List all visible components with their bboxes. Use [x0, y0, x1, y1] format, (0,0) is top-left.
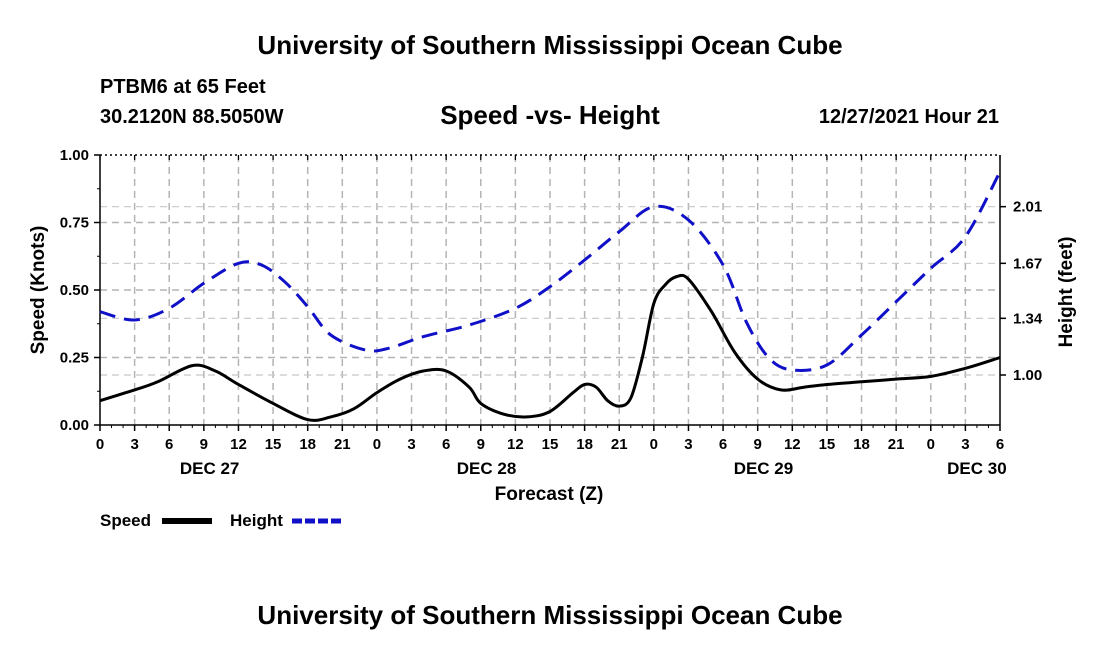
forecast-datetime: 12/27/2021 Hour 21	[818, 106, 999, 128]
y-axis-title: Speed (Knots)	[28, 226, 49, 355]
day-label: DEC 28	[457, 459, 517, 478]
x-tick-label: 9	[477, 436, 485, 453]
x-tick-label: 15	[542, 436, 559, 453]
x-tick-label: 12	[507, 436, 524, 453]
y-tick-label: 0.00	[60, 417, 89, 434]
y-tick-label: 0.25	[60, 350, 89, 367]
y-tick-label: 0.75	[60, 215, 89, 232]
day-label: DEC 27	[180, 459, 240, 478]
y2-tick-label: 2.01	[1013, 199, 1042, 216]
x-tick-label: 3	[961, 436, 969, 453]
y-tick-label: 1.00	[60, 147, 89, 164]
x-tick-label: 15	[265, 436, 282, 453]
x-axis-title: Forecast (Z)	[495, 484, 604, 505]
legend-label-height: Height	[230, 511, 283, 530]
legend-label-speed: Speed	[100, 511, 151, 530]
x-tick-label: 21	[888, 436, 905, 453]
x-tick-label: 0	[373, 436, 381, 453]
y2-tick-label: 1.00	[1013, 367, 1042, 384]
x-tick-label: 6	[719, 436, 727, 453]
x-tick-label: 6	[165, 436, 173, 453]
x-tick-label: 18	[853, 436, 870, 453]
x-tick-label: 0	[927, 436, 935, 453]
chart-subtitle: Speed -vs- Height	[440, 100, 660, 130]
x-tick-label: 3	[684, 436, 692, 453]
x-tick-label: 9	[754, 436, 762, 453]
y2-axis-title: Height (feet)	[1056, 237, 1077, 348]
x-tick-label: 6	[442, 436, 450, 453]
x-tick-label: 12	[230, 436, 247, 453]
y2-tick-label: 1.67	[1013, 255, 1042, 272]
series-line-height	[99, 170, 1002, 372]
day-label: DEC 29	[734, 459, 794, 478]
x-tick-label: 18	[299, 436, 316, 453]
x-tick-label: 12	[784, 436, 801, 453]
x-tick-label: 0	[96, 436, 104, 453]
x-tick-label: 18	[576, 436, 593, 453]
x-tick-label: 21	[611, 436, 628, 453]
coordinates-label: 30.2120N 88.5050W	[100, 106, 284, 128]
footer-title: University of Southern Mississippi Ocean…	[257, 600, 843, 630]
chart-main-title: University of Southern Mississippi Ocean…	[257, 30, 843, 60]
x-tick-label: 6	[996, 436, 1004, 453]
x-tick-label: 21	[334, 436, 351, 453]
day-label: DEC 30	[947, 459, 1007, 478]
x-tick-label: 3	[130, 436, 138, 453]
y2-tick-label: 1.34	[1013, 310, 1043, 327]
station-label: PTBM6 at 65 Feet	[100, 76, 266, 98]
x-tick-label: 15	[819, 436, 836, 453]
x-tick-label: 3	[407, 436, 415, 453]
x-tick-label: 9	[200, 436, 208, 453]
series-line-speed	[99, 273, 1001, 422]
y-tick-label: 0.50	[60, 282, 89, 299]
x-tick-label: 0	[650, 436, 658, 453]
